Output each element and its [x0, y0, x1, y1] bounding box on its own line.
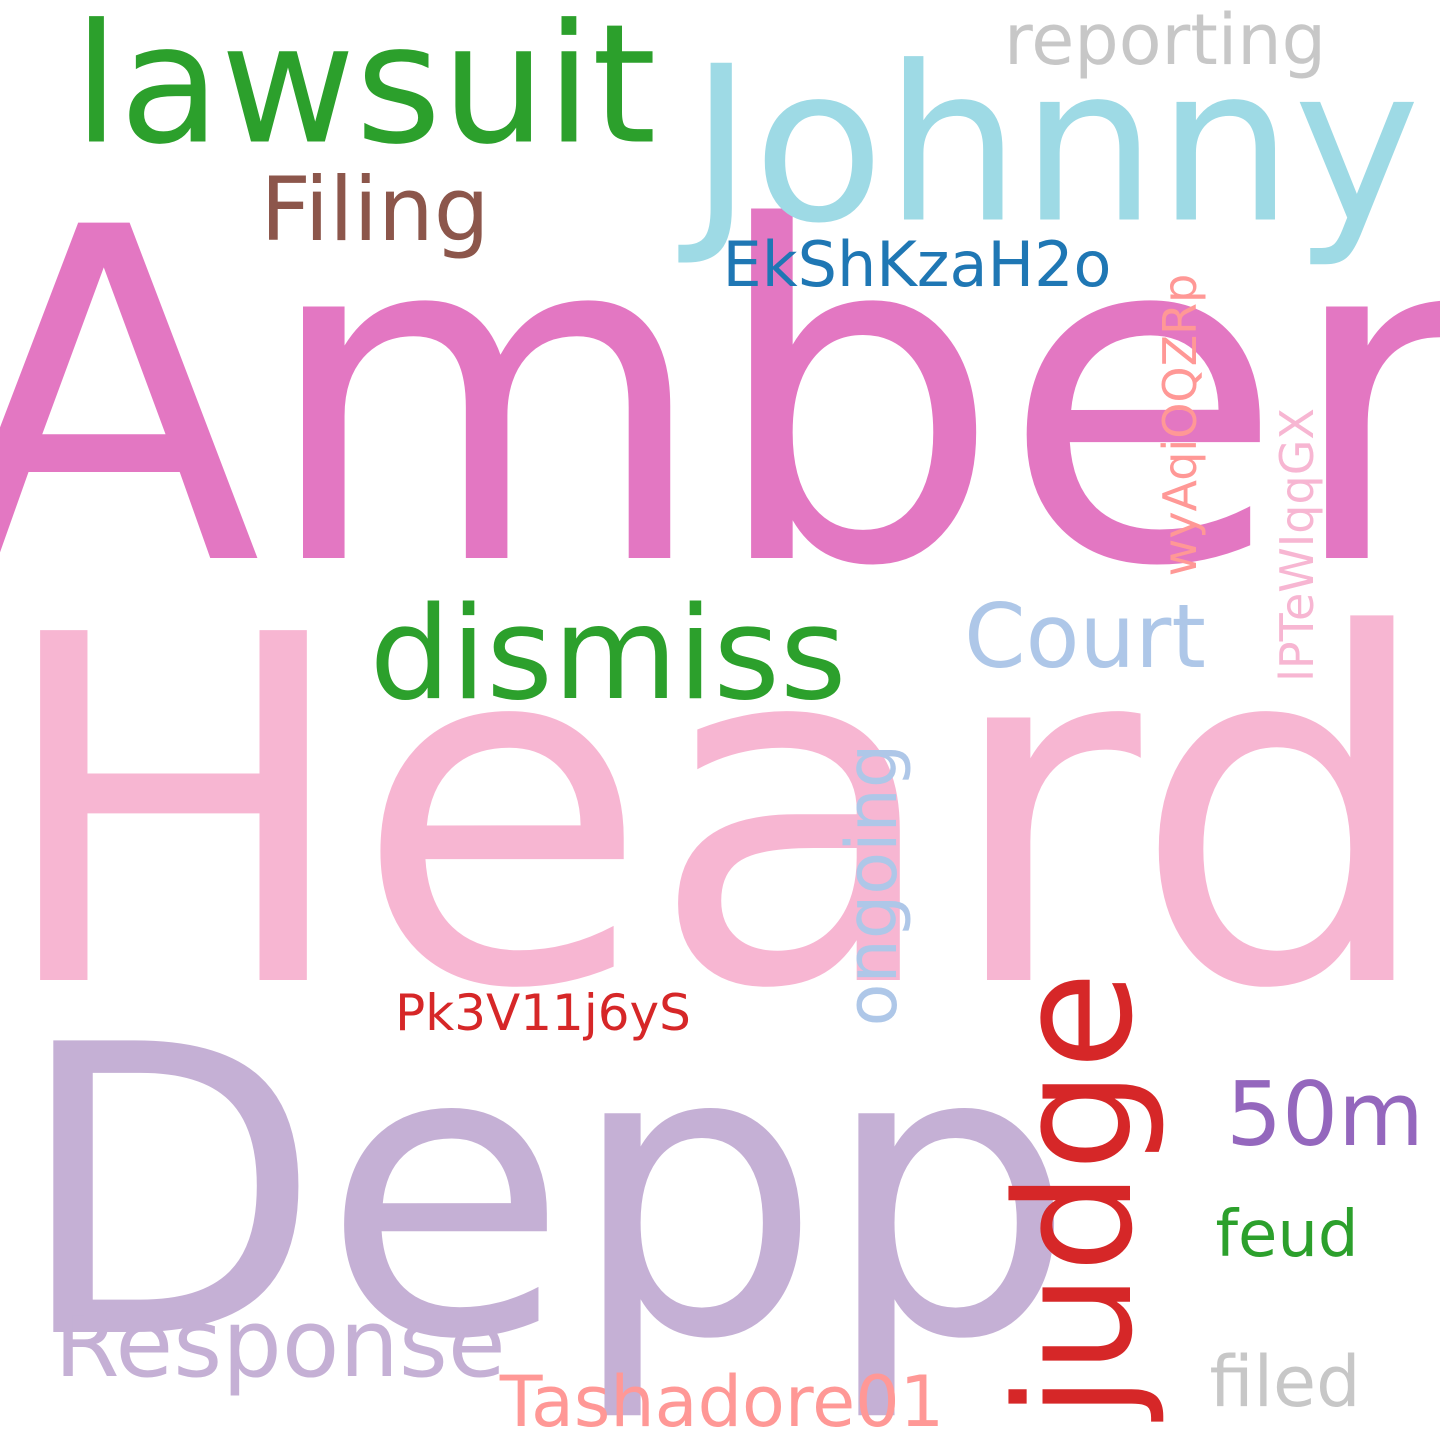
- word-filed: filed: [1209, 1341, 1361, 1423]
- word-lpteqiqqgx: lPTeWIqqGX: [1270, 408, 1324, 682]
- word-wyaqioqzrp: wyAqiOQZRp: [1153, 273, 1207, 577]
- word-feud: feud: [1215, 1198, 1359, 1272]
- word-court: Court: [964, 585, 1206, 688]
- word-judge: judge: [981, 971, 1168, 1419]
- word-tashadore01: Tashadore01: [499, 1361, 945, 1440]
- word-depp: Depp: [14, 962, 1076, 1427]
- word-ongoing: ongoing: [831, 743, 913, 1027]
- word-response: Response: [54, 1290, 506, 1399]
- word-johnny: Johnny: [689, 19, 1421, 271]
- word-amber: Amber: [0, 132, 1440, 667]
- word-lawsuit: lawsuit: [73, 0, 657, 181]
- word-reporting: reporting: [1003, 0, 1327, 81]
- word-pk3v11j6ys: Pk3V11j6yS: [395, 984, 691, 1042]
- word-heard: Heard: [0, 535, 1437, 1094]
- word-50m: 50m: [1226, 1063, 1424, 1166]
- word-dismiss: dismiss: [369, 580, 847, 729]
- word-filing: Filing: [260, 158, 490, 261]
- word-ekshkzah2o: EkShKzaH2o: [722, 228, 1112, 301]
